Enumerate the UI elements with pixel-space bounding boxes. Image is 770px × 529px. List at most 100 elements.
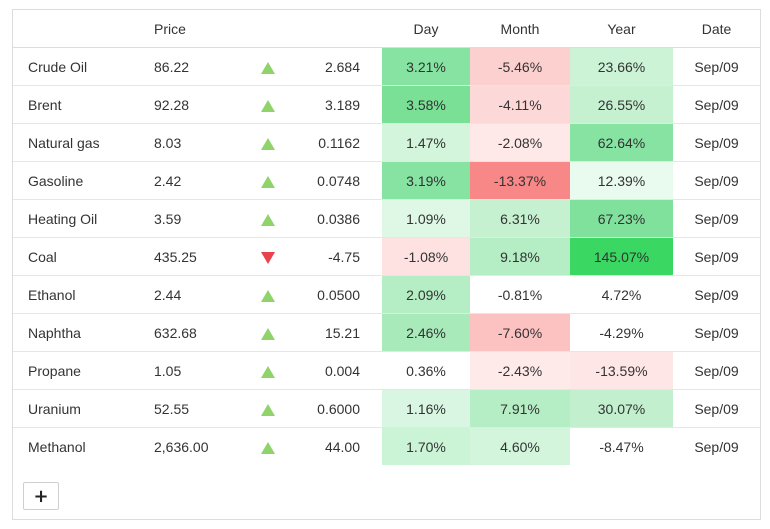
table-row[interactable]: Uranium 52.55 0.6000 1.16% 7.91% 30.07% Sep/09 [13,389,760,428]
year-change: 62.64% [570,123,673,162]
year-change: 26.55% [570,85,673,124]
direction-cell [247,237,289,276]
table-row[interactable]: Brent 92.28 3.189 3.58% -4.11% 26.55% Sep/09 [13,85,760,124]
date-value: Sep/09 [673,313,760,352]
date-value: Sep/09 [673,47,760,86]
year-change: -13.59% [570,351,673,390]
triangle-down-icon [261,251,275,264]
direction-cell [247,389,289,428]
day-change: 3.21% [382,47,470,86]
direction-cell [247,428,289,466]
change-value: 15.21 [289,313,382,352]
direction-cell [247,161,289,200]
header-day[interactable]: Day [382,10,470,48]
day-change: 1.09% [382,199,470,238]
day-change: 1.47% [382,123,470,162]
commodity-name[interactable]: Uranium [13,389,149,428]
table-row[interactable]: Natural gas 8.03 0.1162 1.47% -2.08% 62.64% Se… [13,123,760,162]
price-value: 8.03 [149,123,247,162]
year-change: 23.66% [570,47,673,86]
price-value: 1.05 [149,351,247,390]
table-row[interactable]: Methanol 2,636.00 44.00 1.70% 4.60% -8.47% Sep… [13,427,760,466]
price-value: 2.42 [149,161,247,200]
table-row[interactable]: Ethanol 2.44 0.0500 2.09% -0.81% 4.72% Sep/09 [13,275,760,314]
header-arrow [247,10,289,48]
date-value: Sep/09 [673,389,760,428]
change-value: 0.004 [289,351,382,390]
year-change: -4.29% [570,313,673,352]
month-change: 6.31% [470,199,570,238]
table-body: Crude Oil 86.22 2.684 3.21% -5.46% 23.66% Sep/… [13,47,760,466]
header-change [289,10,382,48]
change-value: -4.75 [289,237,382,276]
date-value: Sep/09 [673,199,760,238]
header-price[interactable]: Price [149,10,247,48]
month-change: -7.60% [470,313,570,352]
month-change: -2.08% [470,123,570,162]
commodity-name[interactable]: Crude Oil [13,47,149,86]
header-name [13,10,149,48]
commodity-name[interactable]: Methanol [28,438,86,455]
commodity-name[interactable]: Heating Oil [13,199,149,238]
day-change: 0.36% [382,351,470,390]
change-value: 44.00 [324,438,360,455]
triangle-up-icon [261,99,275,112]
commodity-name[interactable]: Propane [13,351,149,390]
change-value: 0.1162 [289,123,382,162]
year-change: 67.23% [570,199,673,238]
commodity-name[interactable]: Coal [13,237,149,276]
direction-cell [247,199,289,238]
year-change: 12.39% [570,161,673,200]
price-value: 632.68 [149,313,247,352]
day-change: 1.70% [382,427,470,465]
month-change: 9.18% [470,237,570,276]
day-change: 2.09% [382,275,470,314]
header-date[interactable]: Date [673,10,760,48]
price-value: 86.22 [149,47,247,86]
triangle-up-icon [261,327,275,340]
day-change: 3.58% [382,85,470,124]
direction-cell [247,275,289,314]
price-value: 92.28 [149,85,247,124]
month-change: -0.81% [470,275,570,314]
direction-cell [247,351,289,390]
table-row[interactable]: Naphtha 632.68 15.21 2.46% -7.60% -4.29% Sep/0… [13,313,760,352]
add-row-button[interactable]: + [23,482,59,510]
year-change: -8.47% [570,427,673,465]
commodity-name[interactable]: Gasoline [13,161,149,200]
price-value: 2,636.00 [154,438,209,455]
triangle-up-icon [261,403,275,416]
table-row[interactable]: Propane 1.05 0.004 0.36% -2.43% -13.59% Sep/09 [13,351,760,390]
commodity-name[interactable]: Ethanol [13,275,149,314]
table-row[interactable]: Coal 435.25 -4.75 -1.08% 9.18% 145.07% Sep/09 [13,237,760,276]
month-change: -4.11% [470,85,570,124]
commodities-table: Price Day Month Year Date Crude Oil 86.22… [13,10,760,465]
table-row[interactable]: Crude Oil 86.22 2.684 3.21% -5.46% 23.66% Sep/… [13,47,760,86]
day-change: 2.46% [382,313,470,352]
change-value: 0.6000 [289,389,382,428]
header-month[interactable]: Month [470,10,570,48]
direction-cell [247,123,289,162]
day-change: -1.08% [382,237,470,276]
commodity-name[interactable]: Naphtha [13,313,149,352]
change-value: 0.0748 [289,161,382,200]
year-change: 30.07% [570,389,673,428]
change-value: 0.0500 [289,275,382,314]
table-row[interactable]: Heating Oil 3.59 0.0386 1.09% 6.31% 67.23% Sep… [13,199,760,238]
year-change: 145.07% [570,237,673,276]
month-change: 7.91% [470,389,570,428]
price-value: 52.55 [149,389,247,428]
month-change: -2.43% [470,351,570,390]
direction-cell [247,85,289,124]
triangle-up-icon [261,213,275,226]
change-value: 3.189 [289,85,382,124]
month-change: 4.60% [470,427,570,465]
commodity-name[interactable]: Brent [13,85,149,124]
header-year[interactable]: Year [570,10,673,48]
table-row[interactable]: Gasoline 2.42 0.0748 3.19% -13.37% 12.39% Sep/… [13,161,760,200]
direction-cell [247,313,289,352]
triangle-up-icon [261,175,275,188]
direction-cell [247,47,289,86]
date-value: Sep/09 [694,438,739,455]
commodity-name[interactable]: Natural gas [13,123,149,162]
